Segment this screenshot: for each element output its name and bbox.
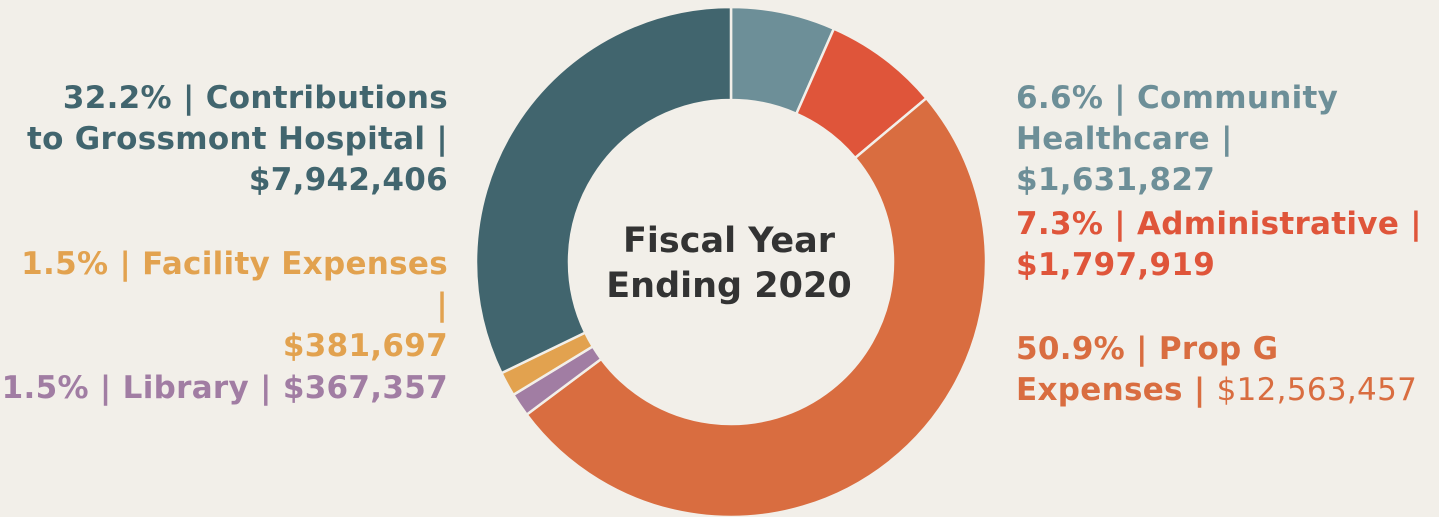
label-grossmont-line-1: 32.2% | Contributions (62, 80, 448, 116)
chart-title-line-2: Ending 2020 (606, 266, 852, 306)
label-community-line-2: Healthcare | $1,631,827 (1016, 121, 1233, 198)
label-community: 6.6% | Community Healthcare | $1,631,827 (1016, 78, 1436, 201)
label-library: 1.5% | Library | $367,357 (0, 368, 448, 409)
label-administrative-line-2: $1,797,919 (1016, 247, 1216, 283)
donut-slice-propg (524, 96, 986, 517)
label-library-line-1: 1.5% | Library | $367,357 (1, 370, 448, 406)
chart-title: Fiscal Year Ending 2020 (566, 219, 892, 309)
label-propg-line-2: Expenses | $12,563,457 (1016, 370, 1436, 411)
label-community-line-1: 6.6% | Community (1016, 80, 1339, 116)
label-propg-line-2-text: Expenses | (1016, 372, 1217, 408)
label-facility-line-1: 1.5% | Facility Expenses | (21, 246, 448, 323)
label-grossmont-line-3: $7,942,406 (248, 162, 448, 198)
label-propg: 50.9% | Prop G Expenses | $12,563,457 (1016, 329, 1436, 411)
label-administrative-line-1: 7.3% | Administrative | (1016, 206, 1422, 242)
label-grossmont-line-2: to Grossmont Hospital | (26, 121, 448, 157)
label-facility: 1.5% | Facility Expenses | $381,697 (0, 244, 448, 367)
label-propg-line-1: 50.9% | Prop G (1016, 331, 1279, 367)
label-grossmont: 32.2% | Contributions to Grossmont Hospi… (0, 78, 448, 201)
label-propg-amount: $12,563,457 (1216, 372, 1418, 408)
donut-slice-grossmont (476, 7, 733, 375)
chart-title-line-1: Fiscal Year (622, 221, 836, 261)
donut-chart (476, 7, 986, 517)
label-administrative: 7.3% | Administrative | $1,797,919 (1016, 204, 1436, 286)
label-facility-line-2: $381,697 (282, 328, 448, 364)
